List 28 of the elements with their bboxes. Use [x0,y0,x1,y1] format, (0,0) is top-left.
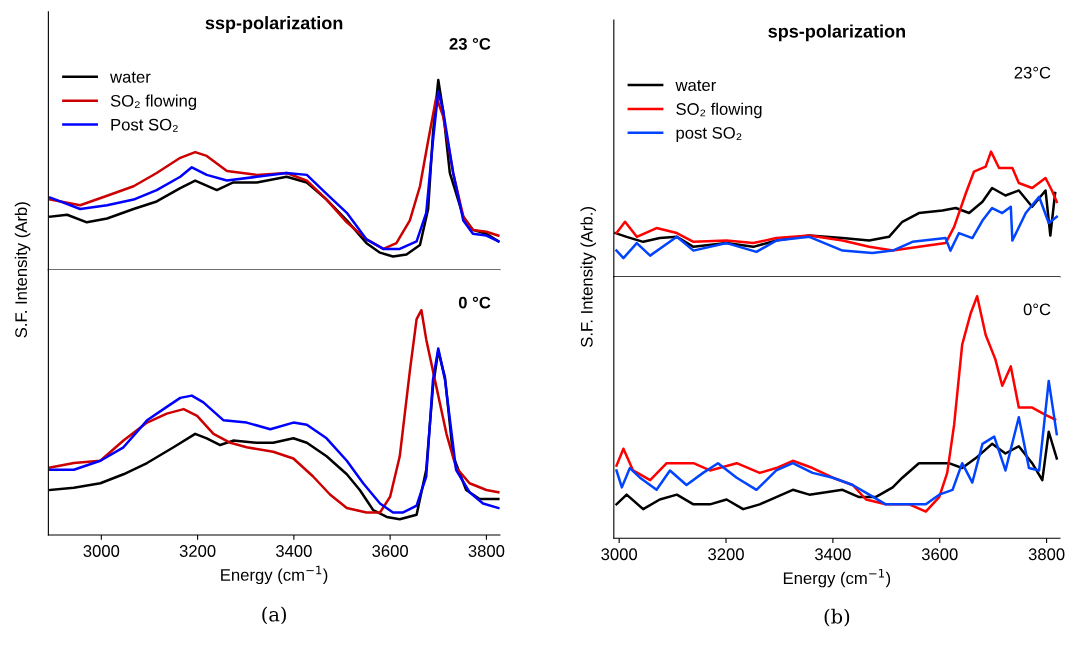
legend-label: SO₂ flowing [110,94,197,110]
x-tick-label: 3200 [708,548,744,561]
x-tick-label: 3800 [468,545,505,557]
text: (b) [824,608,850,627]
x-tick-label: 3000 [83,545,120,557]
annotation: 0°C [1023,303,1051,316]
chart-title: sps-polarization [768,24,905,42]
y-axis-title: S.F. Intensity (Arb.) [580,207,596,347]
x-tick-label: 3400 [814,548,851,561]
text: 23°C [1014,66,1051,79]
text: 0 °C [458,296,491,309]
legend-label: SO₂ flowing [676,102,762,119]
x-axis-title: Energy (cm$^{−1}$) [221,565,328,585]
x-tick-label: 3800 [1028,548,1065,561]
legend-label: water [110,71,151,83]
chart-title: ssp-polarization [205,16,343,33]
x-tick-label: 3600 [372,545,409,557]
x-tick-label: 3000 [601,548,638,561]
legend-label: post SO₂ [676,126,742,143]
x-axis-title: Energy (cm$^{−1}$) [783,569,891,588]
x-tick-label: 3400 [275,545,312,557]
y-axis-title: S.F. Intensity (Arb) [14,202,31,338]
x-tick-label: 3600 [921,548,958,561]
text: (a) [262,606,286,625]
x-tick-label: 3200 [179,545,216,557]
legend-label: Post SO₂ [111,118,178,132]
text: 23 °C [449,37,491,50]
legend-label: water [675,80,716,92]
